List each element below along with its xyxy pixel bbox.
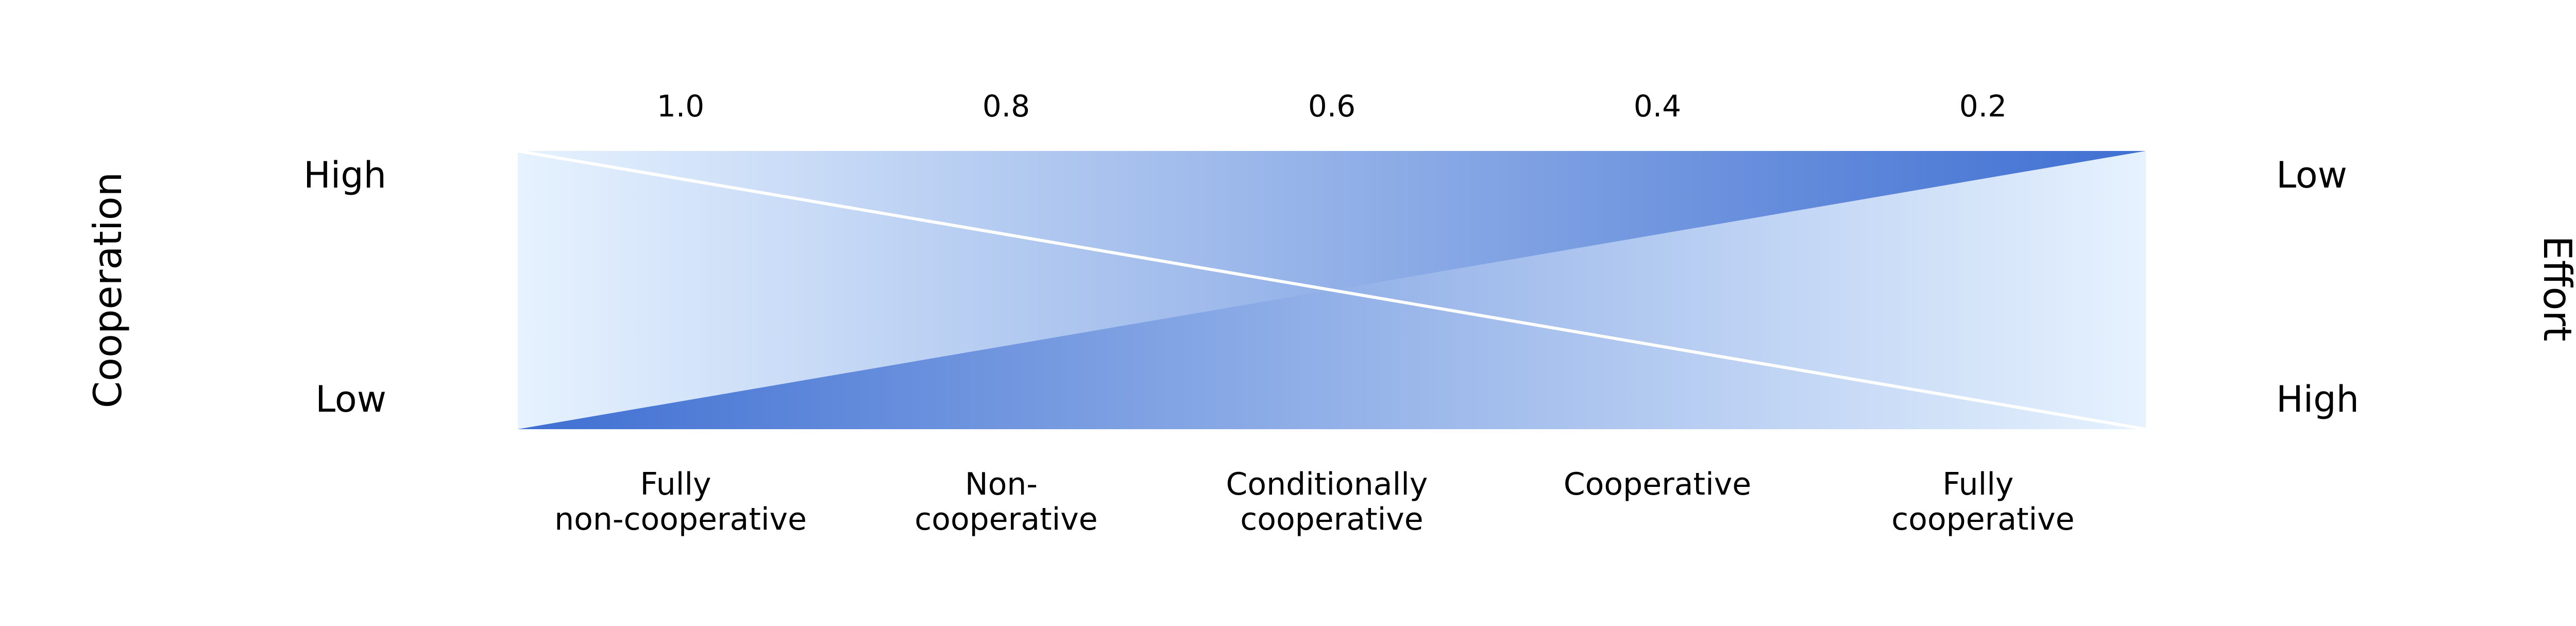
category-label: Conditionally cooperative (1226, 466, 1437, 537)
tick-label: 0.2 (1959, 89, 2007, 124)
right-axis-title: Effort (2535, 235, 2576, 341)
left-high-label: High (303, 154, 386, 196)
left-low-label: Low (315, 378, 386, 420)
category-label: Fully non-cooperative (554, 466, 807, 537)
category-label: Non- cooperative (914, 466, 1097, 537)
category-labels: Fully non-cooperative Non- cooperative C… (554, 466, 2075, 537)
category-label: Cooperative (1564, 466, 1751, 502)
tick-label: 0.4 (1634, 89, 1681, 124)
tick-label: 0.6 (1308, 89, 1355, 124)
top-tick-labels: 1.0 0.8 0.6 0.4 0.2 (657, 89, 2007, 124)
right-high-label: High (2276, 378, 2359, 420)
left-axis-title: Cooperation (85, 172, 130, 408)
tick-label: 0.8 (982, 89, 1030, 124)
diagonal-divider (517, 149, 2146, 431)
right-low-label: Low (2276, 154, 2347, 196)
category-label: Fully cooperative (1891, 466, 2074, 537)
tick-label: 1.0 (657, 89, 704, 124)
